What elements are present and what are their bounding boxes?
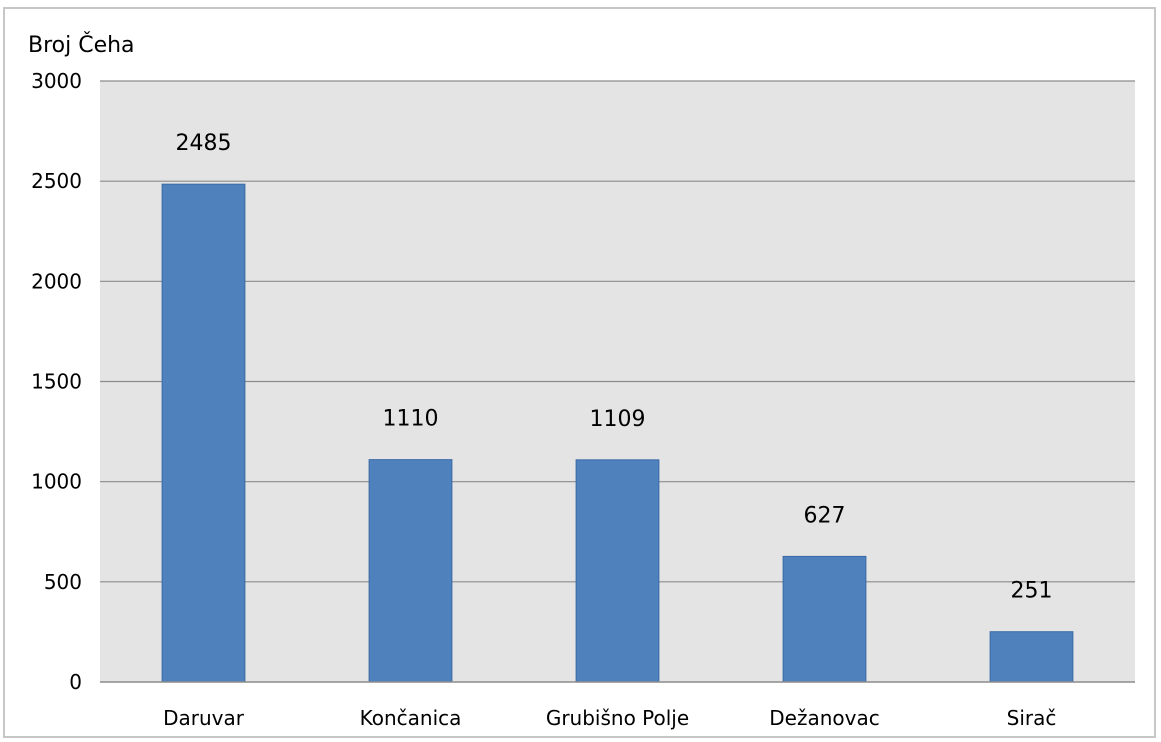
data-label: 251 (1011, 579, 1053, 604)
y-tick-label: 3000 (31, 69, 82, 93)
bar (575, 459, 660, 683)
y-axis-title: Broj Čeha (28, 32, 135, 58)
bar (368, 459, 453, 683)
data-label: 1109 (590, 407, 646, 432)
data-labels: 2485 1110 1109 627 251 (176, 131, 1053, 604)
data-label: 627 (804, 503, 846, 528)
y-tick-label: 1000 (31, 470, 82, 494)
x-category-label: Grubišno Polje (546, 706, 689, 730)
y-tick-label: 2500 (31, 169, 82, 193)
bars (161, 183, 1074, 683)
y-tick-label: 1500 (31, 370, 82, 394)
x-category-label: Končanica (360, 706, 462, 730)
x-category-label: Daruvar (163, 706, 245, 730)
bar (161, 183, 246, 683)
x-axis-categories: Daruvar Končanica Grubišno Polje Dežanovac S… (163, 706, 1056, 730)
x-category-label: Dežanovac (769, 706, 879, 730)
bar (989, 631, 1074, 683)
data-label: 1110 (383, 407, 439, 432)
y-tick-label: 500 (44, 570, 82, 594)
y-axis-ticks: 0 500 1000 1500 2000 2500 3000 (31, 69, 82, 694)
y-tick-label: 0 (69, 670, 82, 694)
data-label: 2485 (176, 131, 232, 156)
bar (782, 555, 867, 683)
x-category-label: Sirač (1007, 706, 1057, 730)
y-tick-label: 2000 (31, 269, 82, 293)
